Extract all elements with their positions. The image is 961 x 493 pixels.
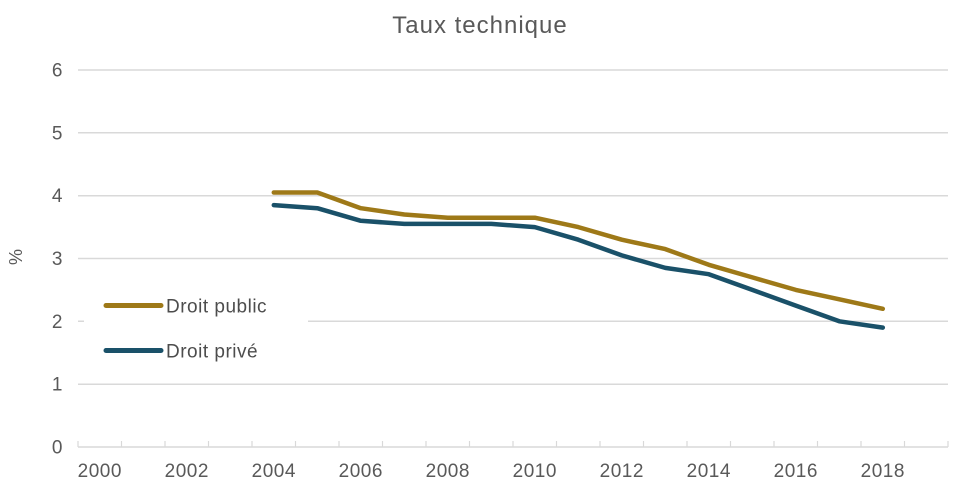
legend-item-droit-prive: Droit privé <box>103 342 258 363</box>
x-tick-label-2000: 2000 <box>78 461 122 482</box>
x-tick-label-2016: 2016 <box>774 461 818 482</box>
y-tick-label-1: 1 <box>52 375 63 396</box>
series-lines <box>271 190 886 330</box>
legend-background <box>84 290 308 367</box>
x-tick-label-2004: 2004 <box>252 461 296 482</box>
x-tick-label-2014: 2014 <box>687 461 731 482</box>
legend-label-droit-public: Droit public <box>166 297 267 318</box>
y-tick-label-3: 3 <box>52 249 63 270</box>
x-tick-label-2012: 2012 <box>600 461 644 482</box>
x-tick-label-2002: 2002 <box>165 461 209 482</box>
x-tick-label-2006: 2006 <box>339 461 383 482</box>
chart-title: Taux technique <box>392 12 567 39</box>
legend-item-droit-public: Droit public <box>103 297 267 318</box>
plot-area: 0 1 2 3 4 5 6 2000 2002 2004 2006 2008 2010 2012 2014 2… <box>52 61 949 482</box>
y-axis-unit-label: % <box>6 249 26 265</box>
series-line-droit-priv- <box>271 202 886 330</box>
y-tick-label-4: 4 <box>52 186 63 207</box>
x-tick-label-2010: 2010 <box>513 461 557 482</box>
x-tick-label-2008: 2008 <box>426 461 470 482</box>
y-tick-label-2: 2 <box>52 312 63 333</box>
y-tick-label-6: 6 <box>52 61 63 82</box>
series-line-droit-public <box>271 190 886 312</box>
y-tick-label-0: 0 <box>52 438 63 459</box>
legend: Droit public Droit privé <box>84 290 308 367</box>
y-tick-label-5: 5 <box>52 123 63 144</box>
legend-label-droit-prive: Droit privé <box>166 342 258 363</box>
x-tick-label-2018: 2018 <box>861 461 905 482</box>
